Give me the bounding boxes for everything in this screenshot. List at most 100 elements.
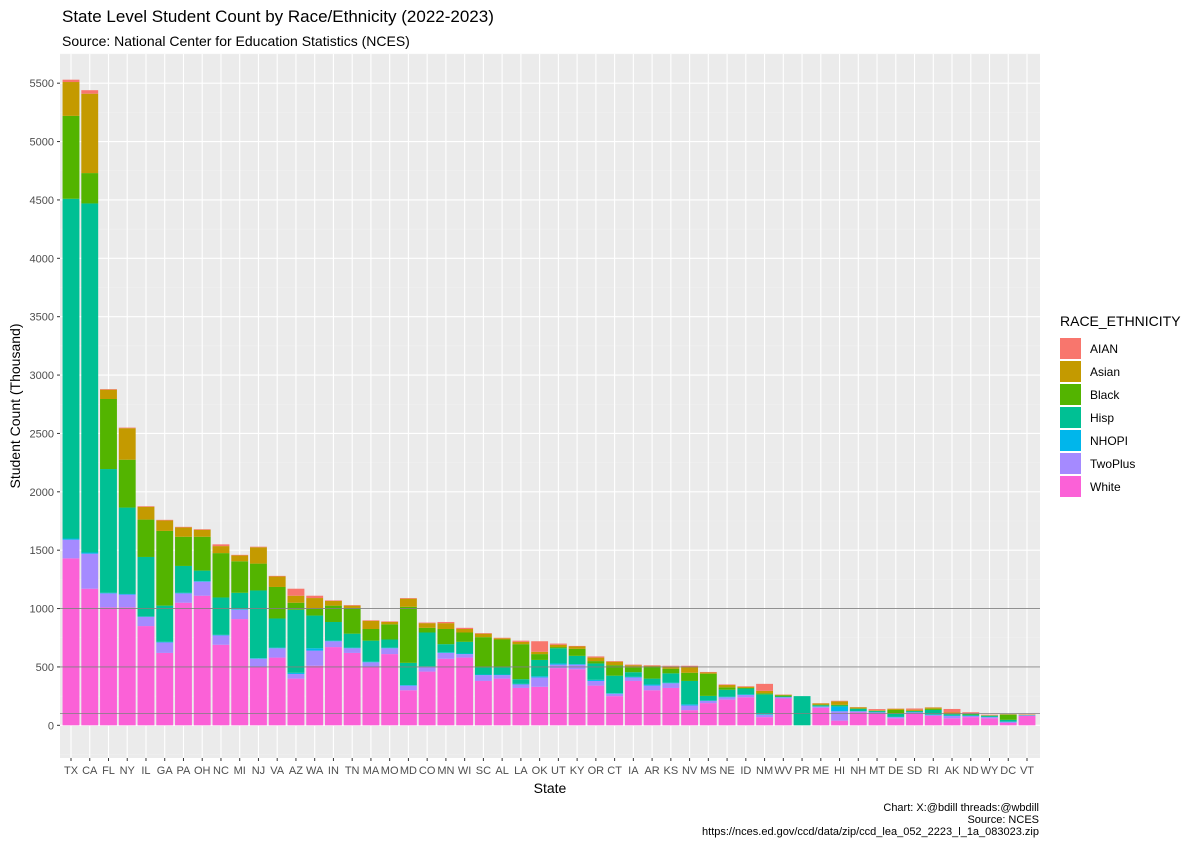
bar-segment-ak-twoplus — [943, 715, 961, 719]
y-tick-label: 3000 — [30, 370, 54, 382]
bar-segment-nh-asian — [849, 707, 867, 709]
x-tick-label-ar: AR — [644, 765, 659, 777]
bar-segment-md-hisp — [399, 662, 417, 686]
legend-label-white: White — [1090, 479, 1121, 494]
x-tick-label-vt: VT — [1020, 765, 1034, 777]
bar-segment-id-twoplus — [737, 694, 755, 698]
bar-segment-nj-asian — [250, 547, 267, 564]
bar-segment-tn-asian — [343, 605, 361, 608]
bar-segment-nd-hisp — [962, 714, 980, 716]
x-tick-label-al: AL — [495, 765, 508, 777]
x-tick-label-ok: OK — [532, 765, 549, 777]
legend-item-twoplus: TwoPlus — [1060, 452, 1181, 475]
bar-segment-nm-black — [756, 693, 774, 695]
x-tick-label-ga: GA — [157, 765, 174, 777]
bar-segment-wv-black — [774, 695, 792, 697]
bar-segment-mn-twoplus — [437, 652, 455, 659]
bar-segment-ks-asian — [662, 666, 680, 669]
x-tick-label-ny: NY — [120, 765, 136, 777]
x-tick-label-la: LA — [514, 765, 528, 777]
reference-lines — [60, 608, 1040, 715]
x-tick-label-ne: NE — [719, 765, 734, 777]
y-axis-ticks: 0 500 1000 1500 2000 2500 3000 3500 4000 4500 5000… — [30, 78, 60, 732]
bar-segment-id-black — [737, 687, 755, 689]
bar-segment-me-black — [812, 704, 830, 706]
bar-segment-ks-black — [662, 668, 680, 674]
bar-segment-ia-nhopi — [624, 676, 642, 678]
bar-segment-ne-black — [718, 687, 736, 690]
legend-swatch-nhopi — [1060, 430, 1081, 451]
bar-segment-ok-nhopi — [531, 676, 549, 678]
caption-line-credit: Chart: X:@bdill threads:@wbdill — [883, 802, 1039, 814]
bar-segment-wa-asian — [306, 598, 324, 609]
bar-segment-nh-twoplus — [849, 711, 867, 713]
x-tick-label-sc: SC — [476, 765, 491, 777]
bar-segment-pa-white — [175, 602, 192, 726]
x-tick-label-mi: MI — [234, 765, 246, 777]
x-tick-label-ks: KS — [663, 765, 678, 777]
bar-segment-tn-nhopi — [343, 647, 361, 649]
bar-segment-ny-hisp — [118, 507, 136, 594]
bar-segment-ri-asian — [924, 707, 942, 709]
bar-segment-nd-black — [962, 713, 980, 715]
bar-segment-ny-asian — [118, 428, 136, 460]
bar-segment-mn-hisp — [437, 644, 455, 653]
x-tick-label-fl: FL — [102, 765, 115, 777]
x-tick-label-mo: MO — [381, 765, 399, 777]
bar-segment-mo-black — [381, 624, 399, 640]
bar-segment-md-white — [399, 690, 417, 726]
bar-segment-la-hisp — [512, 679, 530, 684]
y-tick-label: 2500 — [30, 428, 54, 440]
bar-segment-wi-hisp — [456, 641, 474, 654]
bar-segment-ia-asian — [624, 665, 642, 668]
bar-segment-oh-white — [193, 595, 211, 726]
bar-segment-sd-white — [906, 713, 923, 726]
bar-segment-al-black — [493, 639, 511, 668]
bar-segment-ut-black — [549, 647, 567, 649]
bar-segment-ga-twoplus — [156, 642, 174, 653]
bar-segment-al-hisp — [493, 667, 511, 675]
bar-segment-ms-asian — [699, 672, 717, 674]
x-tick-label-tx: TX — [64, 765, 79, 777]
x-tick-label-me: ME — [813, 765, 830, 777]
bar-segment-nc-black — [212, 553, 230, 598]
bar-segment-wa-black — [306, 608, 324, 616]
bar-segment-il-hisp — [137, 556, 155, 617]
x-tick-label-ms: MS — [700, 765, 717, 777]
legend-swatch-white — [1060, 476, 1081, 497]
bar-segment-nm-hisp — [756, 694, 774, 715]
bar-segment-va-twoplus — [268, 648, 286, 658]
caption: Chart: X:@bdill threads:@wbdill Source: … — [702, 802, 1039, 838]
legend-label-asian: Asian — [1090, 364, 1121, 379]
bar-segment-or-black — [587, 661, 605, 664]
x-tick-label-az: AZ — [289, 765, 303, 777]
bar-segment-wy-aian — [981, 714, 998, 716]
bar-segment-ga-aian — [156, 519, 174, 521]
bar-segment-sc-twoplus — [474, 675, 492, 681]
bar-segment-ri-white — [924, 715, 942, 726]
bar-segment-ut-white — [549, 668, 567, 726]
bar-segment-oh-hisp — [193, 570, 211, 582]
bar-segment-oh-asian — [193, 529, 211, 537]
bar-segment-nc-aian — [212, 544, 230, 547]
bar-segment-ok-twoplus — [531, 677, 549, 687]
bar-segment-mi-black — [231, 561, 249, 593]
bar-segment-ca-aian — [81, 90, 99, 94]
bar-segment-de-asian — [887, 708, 905, 710]
bar-segment-va-asian — [268, 576, 286, 587]
bar-segment-va-aian — [268, 575, 286, 577]
bar-segment-mn-white — [437, 658, 455, 726]
x-tick-label-wv: WV — [774, 765, 792, 777]
bar-segment-pr-hisp — [793, 696, 811, 726]
bar-segment-la-asian — [512, 641, 530, 645]
x-tick-label-mn: MN — [437, 765, 454, 777]
bar-segment-sd-asian — [906, 709, 923, 711]
x-tick-label-in: IN — [328, 765, 339, 777]
bar-segment-oh-black — [193, 536, 211, 571]
bar-segment-il-black — [137, 519, 155, 557]
bar-segment-mt-aian — [868, 709, 886, 711]
bar-segment-ky-white — [568, 669, 586, 726]
bar-segment-il-white — [137, 626, 155, 726]
legend-item-asian: Asian — [1060, 360, 1181, 383]
bar-segment-ga-white — [156, 652, 174, 726]
